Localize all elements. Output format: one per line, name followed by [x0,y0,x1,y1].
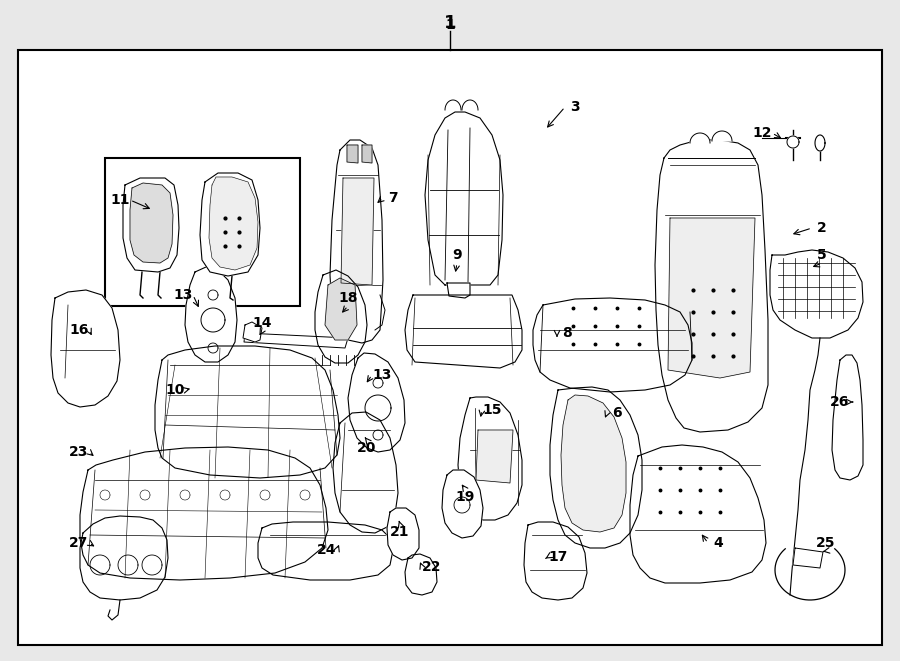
Text: 17: 17 [548,550,568,564]
Polygon shape [201,308,225,332]
Polygon shape [365,395,391,421]
Polygon shape [80,516,168,600]
Polygon shape [550,387,642,548]
Polygon shape [793,548,823,568]
Text: 20: 20 [357,441,377,455]
Polygon shape [330,140,383,343]
Polygon shape [373,378,383,388]
Polygon shape [185,267,237,362]
Text: 10: 10 [166,383,184,397]
Polygon shape [130,183,173,263]
Polygon shape [655,140,768,432]
Polygon shape [630,445,766,583]
Text: 27: 27 [69,536,89,550]
Text: 11: 11 [110,193,130,207]
Text: 13: 13 [373,368,392,382]
Polygon shape [123,178,179,272]
Text: 4: 4 [713,536,723,550]
Polygon shape [462,100,478,110]
Polygon shape [690,133,710,143]
Polygon shape [155,346,340,478]
Text: 26: 26 [831,395,850,409]
Polygon shape [445,100,461,110]
Polygon shape [770,250,863,338]
Polygon shape [373,430,383,440]
Polygon shape [300,490,310,500]
Text: 13: 13 [174,288,193,302]
Text: 1: 1 [446,18,454,32]
Polygon shape [243,322,262,342]
Polygon shape [524,522,587,600]
Polygon shape [315,270,367,363]
Polygon shape [208,290,218,300]
Text: 18: 18 [338,291,358,305]
Text: 22: 22 [422,560,442,574]
Polygon shape [333,412,398,533]
Text: 6: 6 [612,406,622,420]
Polygon shape [454,497,470,513]
Text: 16: 16 [69,323,89,337]
Polygon shape [712,131,732,141]
Polygon shape [815,135,825,151]
Polygon shape [447,283,470,298]
Polygon shape [220,490,230,500]
Polygon shape [458,397,522,520]
Polygon shape [209,177,258,270]
Polygon shape [140,490,150,500]
Polygon shape [442,470,483,538]
Polygon shape [362,145,372,163]
Bar [105,158,300,306]
Polygon shape [180,490,190,500]
Polygon shape [787,136,799,148]
Polygon shape [260,490,270,500]
Text: 2: 2 [817,221,827,235]
Polygon shape [533,298,692,392]
Polygon shape [325,278,357,340]
Text: 5: 5 [817,248,827,262]
Polygon shape [425,112,503,285]
Text: 21: 21 [391,525,410,539]
Text: 15: 15 [482,403,502,417]
Polygon shape [387,508,419,560]
Polygon shape [561,395,626,532]
Text: 25: 25 [816,536,836,550]
Polygon shape [100,490,110,500]
Text: 19: 19 [455,490,474,504]
Polygon shape [405,554,437,595]
Text: 23: 23 [69,445,89,459]
Text: 14: 14 [252,316,272,330]
Polygon shape [244,333,348,348]
Text: 1: 1 [444,14,456,32]
Text: 3: 3 [571,100,580,114]
Polygon shape [80,447,328,580]
Polygon shape [347,145,358,163]
Polygon shape [51,290,120,407]
Polygon shape [200,173,260,276]
Text: 12: 12 [752,126,772,140]
Polygon shape [405,295,522,368]
Text: 8: 8 [562,326,572,340]
Polygon shape [208,343,218,353]
Polygon shape [348,353,405,452]
Polygon shape [258,522,393,580]
Text: 7: 7 [388,191,398,205]
Polygon shape [476,430,513,483]
Polygon shape [341,178,374,285]
Polygon shape [668,218,755,378]
Polygon shape [832,355,863,480]
Text: 24: 24 [317,543,337,557]
Text: 9: 9 [452,248,462,262]
